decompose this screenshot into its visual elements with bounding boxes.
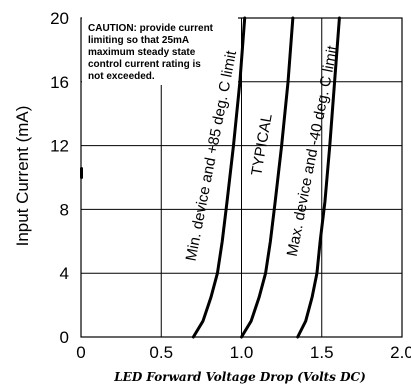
series-min-device-curve <box>191 16 247 339</box>
y-axis-title: Input Current (mA) <box>13 106 32 247</box>
x-tick-label: 1.5 <box>310 343 334 362</box>
x-tick-label: 0.5 <box>149 343 173 362</box>
y-tick-label: 16 <box>50 73 69 92</box>
caution-note: CAUTION: provide current limiting so tha… <box>82 15 238 85</box>
y-tick-label: 0 <box>60 328 69 347</box>
y-tick-label: 8 <box>60 200 69 219</box>
x-tick-label: 0 <box>76 343 85 362</box>
series-group <box>191 16 341 339</box>
annotation-typical: TYPICAL <box>248 113 276 178</box>
caution-line-3: maximum steady state <box>88 47 196 58</box>
annotation-max-device: Max. device and -40 deg. C limit <box>284 44 342 258</box>
x-axis-title: LED Forward Voltage Drop (Volts DC) <box>113 370 366 384</box>
x-tick-label: 1.0 <box>230 343 254 362</box>
series-max-device-curve <box>296 16 341 339</box>
caution-line-5: not exceeded. <box>88 71 155 82</box>
y-tick-labels: 0 4 8 12 16 20 <box>50 9 69 347</box>
caution-line-4: control current rating is <box>88 59 201 70</box>
left-edge-mark <box>80 167 83 179</box>
y-tick-label: 20 <box>50 9 69 28</box>
series-typical-curve <box>240 16 295 339</box>
y-tick-label: 4 <box>60 264 69 283</box>
caution-line-2: limiting so that 25mA <box>88 35 189 46</box>
x-tick-labels: 0 0.5 1.0 1.5 2.0 <box>76 343 411 362</box>
caution-line-1: CAUTION: provide current <box>88 23 214 34</box>
x-tick-label: 2.0 <box>390 343 411 362</box>
y-tick-label: 12 <box>50 137 69 156</box>
